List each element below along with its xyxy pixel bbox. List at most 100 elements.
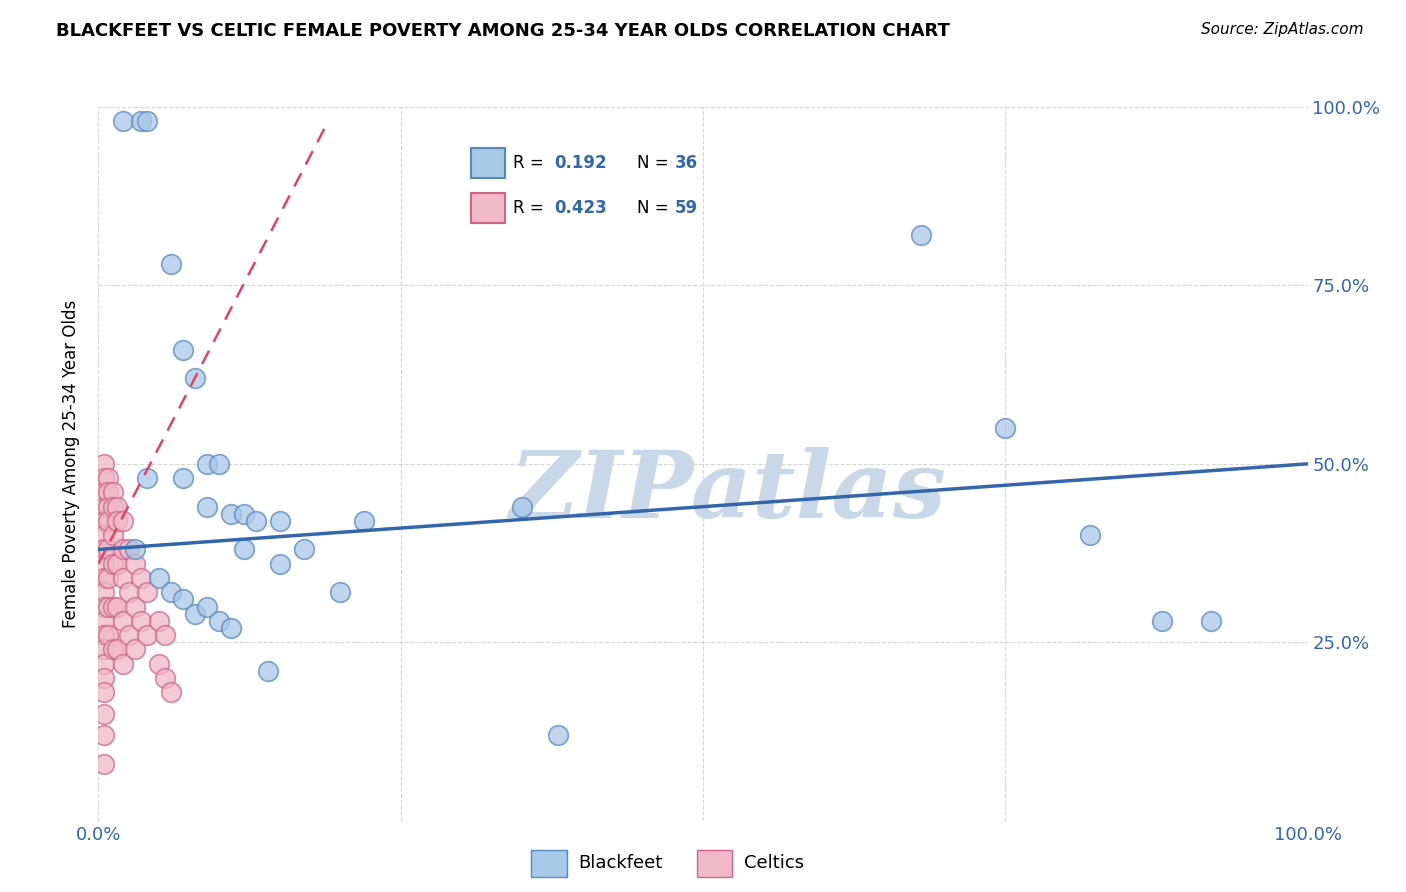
Point [129,571,152,585]
Text: ZIPatlas: ZIPatlas [509,448,946,537]
Point [105,642,128,657]
Point [93,457,115,471]
Point [93,706,115,721]
Point [118,542,141,557]
Point [1199,614,1222,628]
Point [256,664,278,678]
Point [135,628,157,642]
Point [135,585,157,599]
Point [97,571,120,585]
Point [129,114,152,128]
Point [148,657,170,671]
Point [160,585,183,599]
Point [208,614,231,628]
Point [93,471,115,485]
Point [93,571,115,585]
Point [101,500,124,514]
Point [124,557,146,571]
Point [101,557,124,571]
Point [135,114,157,128]
Point [111,542,134,557]
Point [93,671,115,685]
Point [184,371,207,385]
Point [97,471,120,485]
Bar [697,850,733,877]
Point [93,500,115,514]
Point [105,557,128,571]
Point [97,514,120,528]
Point [105,599,128,614]
Point [910,228,932,243]
Point [129,614,152,628]
Point [195,457,218,471]
Point [97,628,120,642]
Point [148,614,170,628]
Point [93,514,115,528]
Text: 0.423: 0.423 [554,199,606,217]
Text: 36: 36 [675,154,697,172]
Point [124,542,146,557]
Point [160,685,183,699]
Point [232,542,254,557]
Point [93,756,115,771]
Point [93,642,115,657]
Point [1152,614,1174,628]
Point [510,500,533,514]
Point [221,507,243,521]
Point [353,514,375,528]
Point [93,685,115,699]
Bar [531,850,567,877]
Text: 59: 59 [675,199,697,217]
Point [124,599,146,614]
Point [124,642,146,657]
Point [172,592,194,607]
Point [97,485,120,500]
Point [93,614,115,628]
Point [172,471,194,485]
Point [292,542,315,557]
Point [994,421,1017,435]
Point [547,728,569,742]
Point [97,542,120,557]
Point [93,542,115,557]
Point [111,657,134,671]
Point [269,514,291,528]
Point [93,657,115,671]
Point [93,485,115,500]
Point [93,599,115,614]
Point [118,628,141,642]
Point [101,485,124,500]
Point [153,671,176,685]
Text: Celtics: Celtics [744,855,804,872]
Text: BLACKFEET VS CELTIC FEMALE POVERTY AMONG 25-34 YEAR OLDS CORRELATION CHART: BLACKFEET VS CELTIC FEMALE POVERTY AMONG… [56,22,950,40]
Point [97,500,120,514]
Text: N =: N = [637,199,673,217]
Point [93,728,115,742]
Point [195,500,218,514]
Point [153,628,176,642]
Point [111,114,134,128]
Point [269,557,291,571]
Point [135,471,157,485]
Bar [471,148,505,178]
Point [105,514,128,528]
Point [93,528,115,542]
Text: N =: N = [637,154,673,172]
Point [101,528,124,542]
Point [111,614,134,628]
Text: Source: ZipAtlas.com: Source: ZipAtlas.com [1201,22,1364,37]
Point [1078,528,1101,542]
Point [93,585,115,599]
Point [105,500,128,514]
Text: R =: R = [513,154,548,172]
Point [221,621,243,635]
Point [184,607,207,621]
Text: R =: R = [513,199,548,217]
Point [148,571,170,585]
Point [160,257,183,271]
Point [101,642,124,657]
Text: 0.192: 0.192 [554,154,606,172]
Point [93,628,115,642]
Point [195,599,218,614]
Point [245,514,267,528]
